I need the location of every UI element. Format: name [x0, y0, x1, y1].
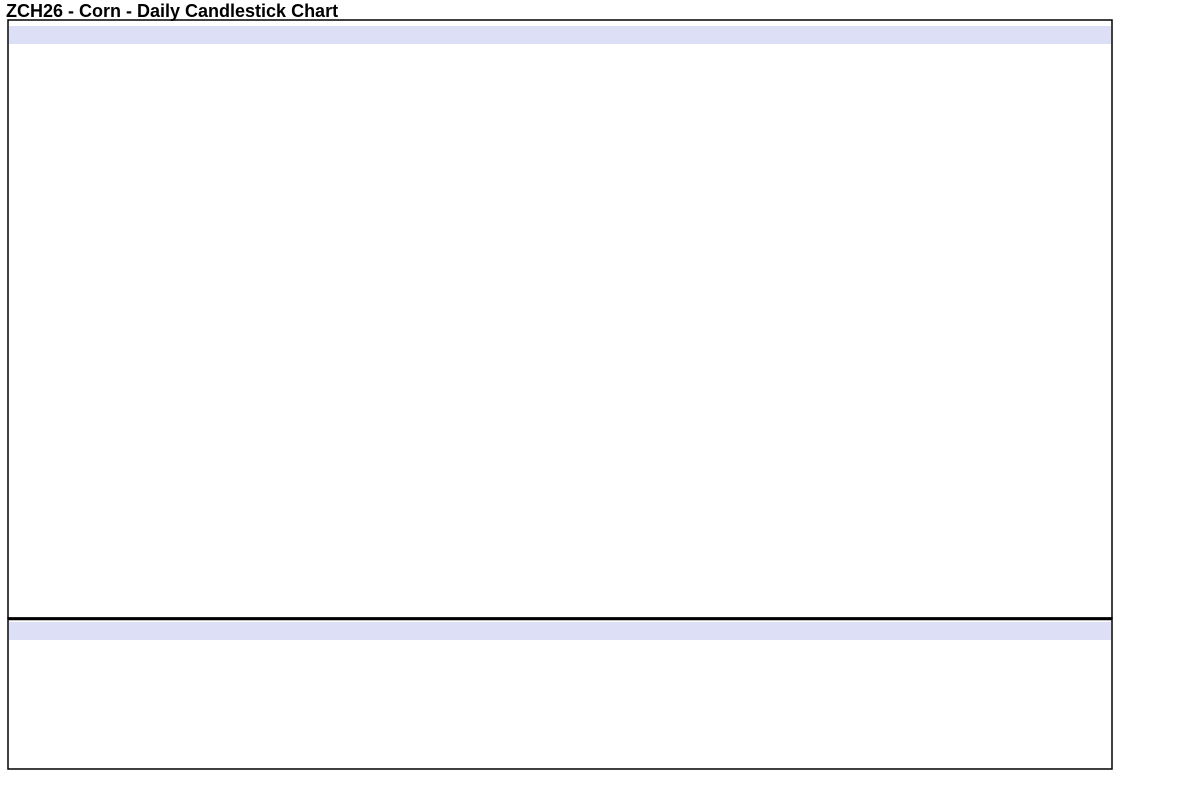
- chart-title: ZCH26 - Corn - Daily Candlestick Chart: [6, 1, 338, 21]
- volume-legend-band: [9, 622, 1111, 640]
- legend-band: [9, 26, 1111, 44]
